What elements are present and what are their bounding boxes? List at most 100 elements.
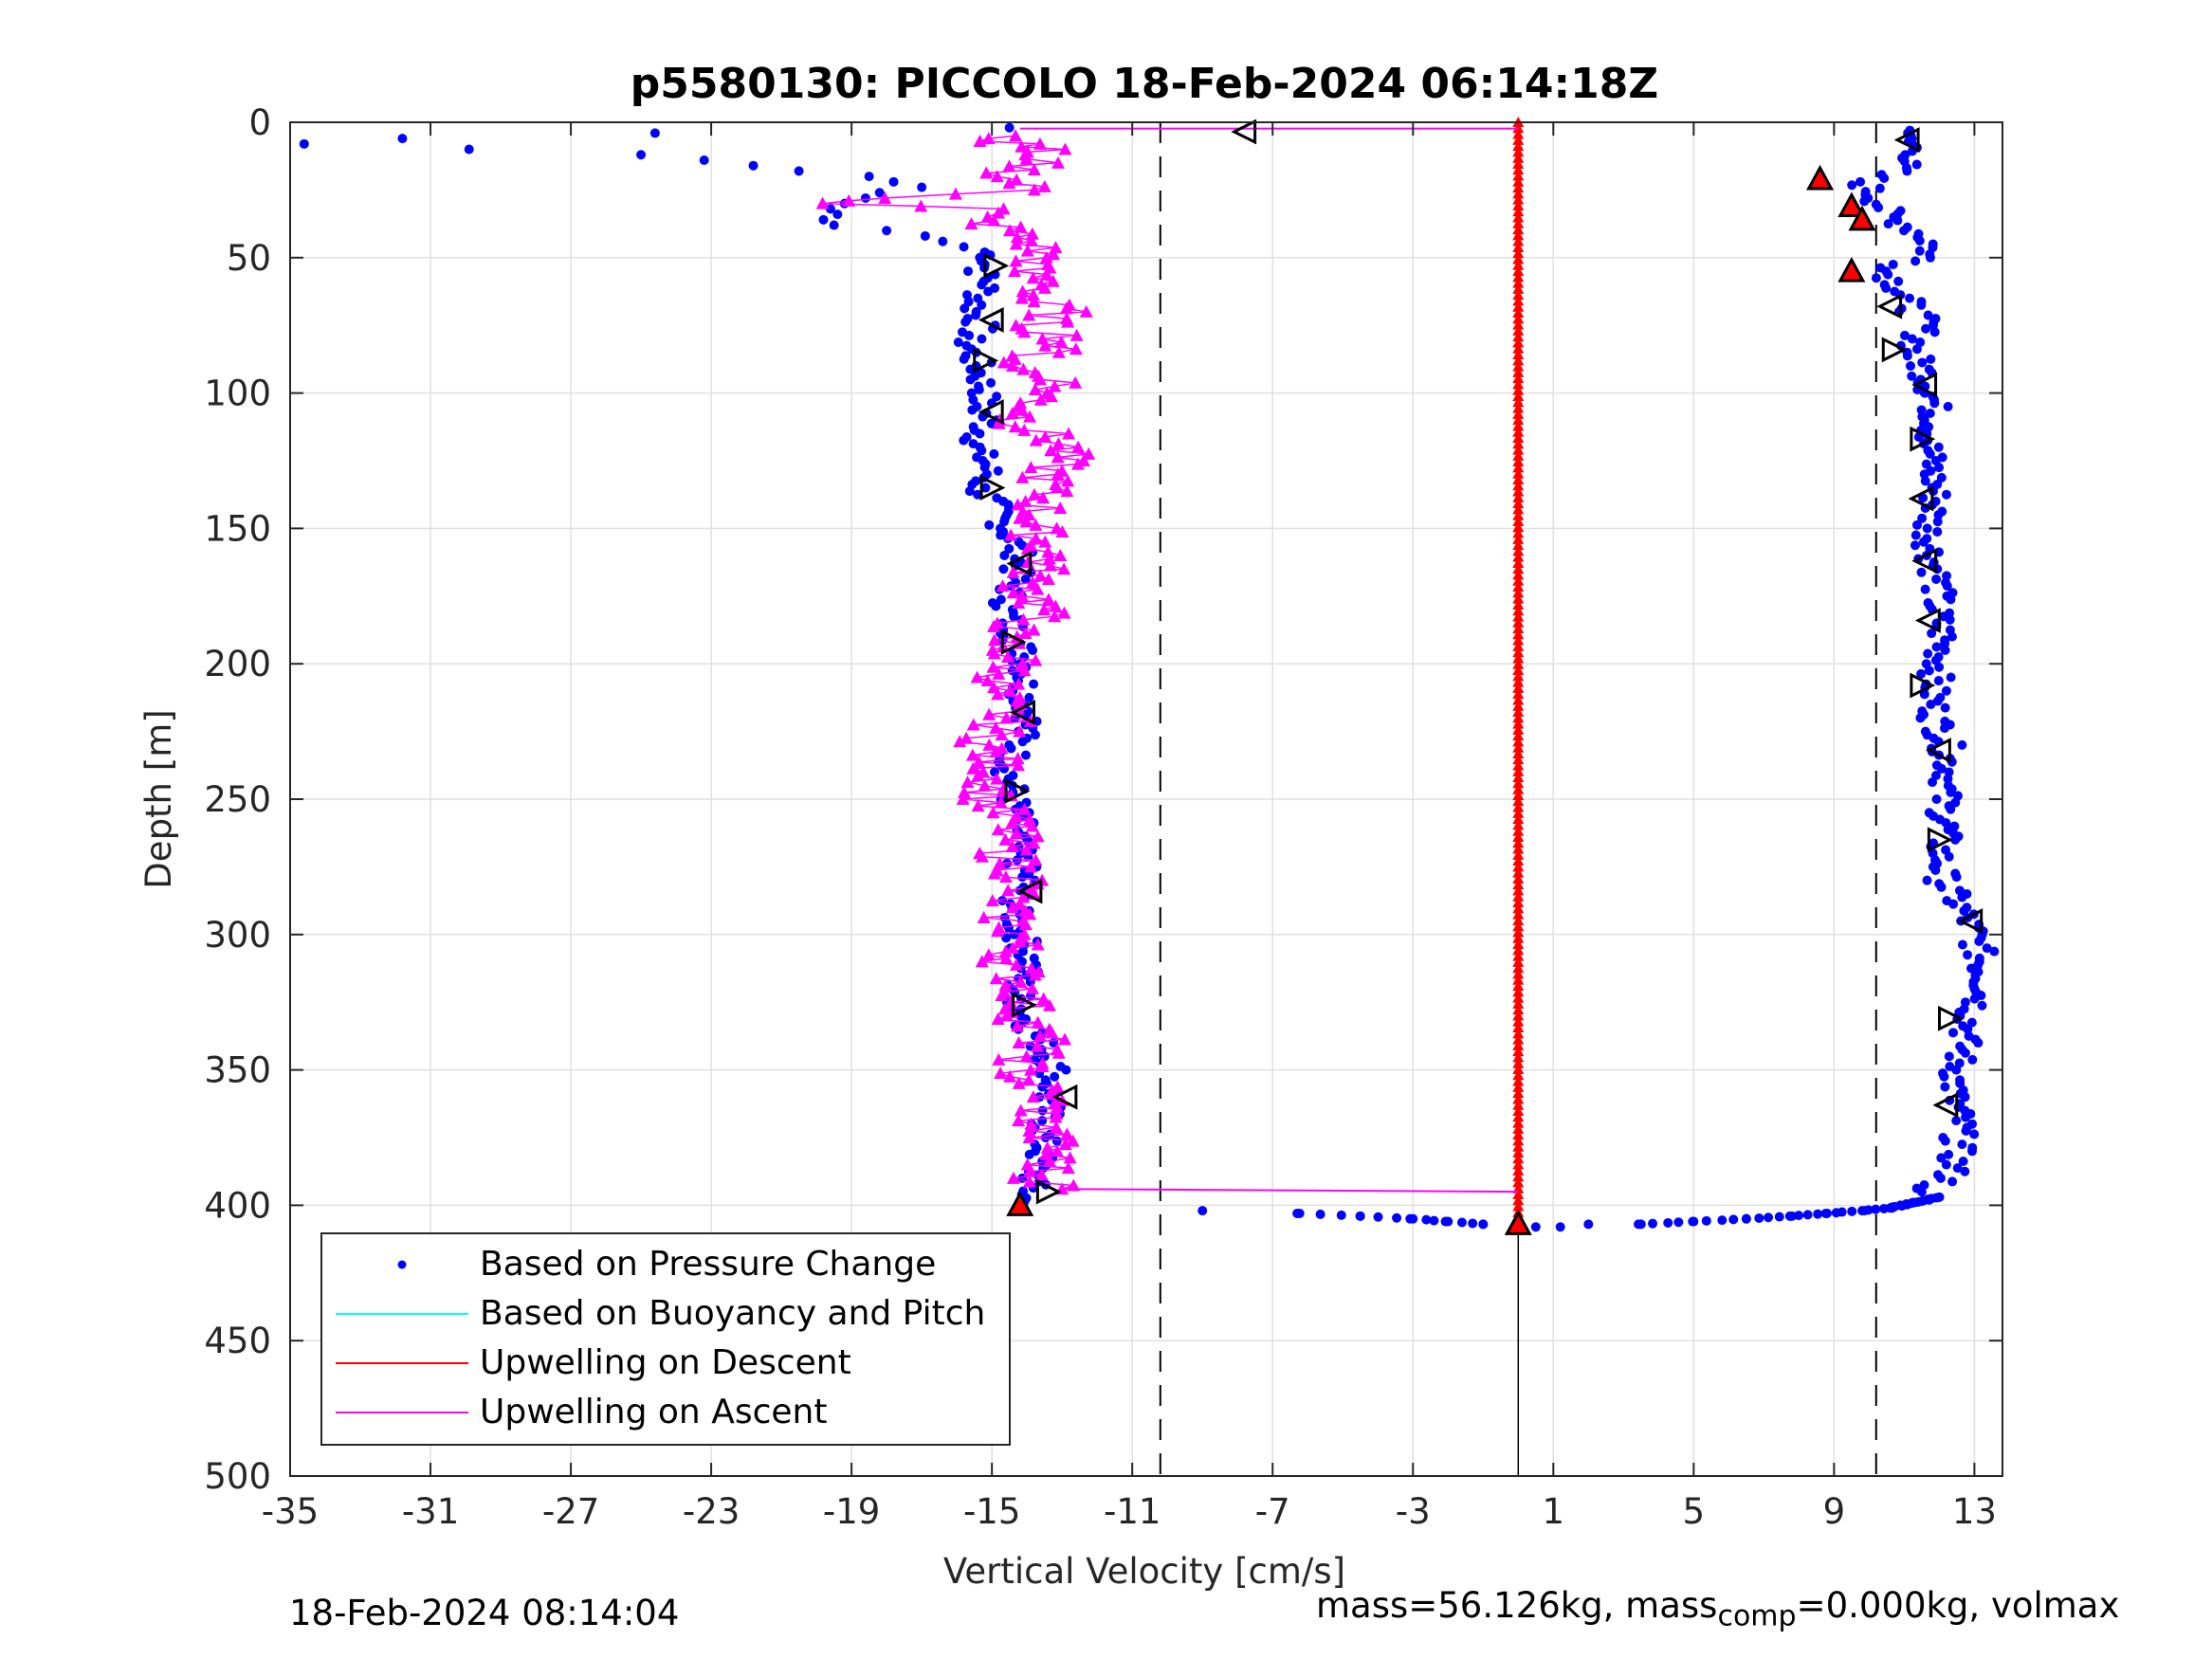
hollow-triangle-marker <box>1051 1084 1078 1110</box>
x-axis-label: Vertical Velocity [cm/s] <box>943 1551 1345 1592</box>
pressure-point <box>1856 176 1866 187</box>
pressure-point <box>1294 1208 1305 1218</box>
ascent-marker <box>991 1012 1005 1026</box>
pressure-point <box>993 465 1003 476</box>
ascent-marker <box>1049 1110 1063 1123</box>
filled-triangle-marker <box>1006 1191 1034 1216</box>
pressure-point <box>1040 1133 1051 1142</box>
pressure-point <box>1373 1212 1383 1222</box>
pressure-point <box>1934 662 1945 672</box>
ascent-marker <box>1022 1073 1036 1086</box>
descent-marker <box>1512 843 1525 854</box>
ascent-marker <box>1013 511 1027 524</box>
ascent-marker <box>1063 1151 1077 1164</box>
ascent-marker <box>979 166 994 179</box>
ascent-marker <box>1058 1032 1072 1046</box>
ascent-marker <box>982 707 996 720</box>
descent-marker <box>1512 313 1525 324</box>
ascent-marker <box>1014 220 1028 233</box>
pressure-point <box>1931 794 1942 804</box>
ascent-marker <box>1061 474 1075 487</box>
ascent-marker <box>1020 541 1034 555</box>
descent-marker <box>1512 414 1525 426</box>
pressure-point <box>1944 851 1954 862</box>
ascent-marker <box>1008 420 1022 433</box>
pressure-point <box>1863 1205 1874 1215</box>
pressure-point <box>1977 1000 1987 1011</box>
pressure-point <box>983 286 994 297</box>
pressure-point <box>998 564 1009 574</box>
pressure-point <box>971 310 981 320</box>
pressure-point <box>1910 540 1920 551</box>
pressure-point <box>1754 1212 1764 1223</box>
ascent-marker <box>1025 819 1039 832</box>
descent-marker <box>1512 170 1525 181</box>
ascent-marker <box>1018 494 1033 507</box>
ascent-marker <box>1011 498 1025 511</box>
ascent-marker <box>1053 501 1068 514</box>
descent-marker <box>1512 134 1525 145</box>
ascent-marker <box>1038 430 1052 444</box>
ascent-marker <box>1006 1171 1020 1184</box>
ascent-marker <box>1003 684 1017 697</box>
pressure-point <box>748 160 759 171</box>
ascent-marker <box>1043 1154 1057 1167</box>
pressure-point <box>1961 1112 1971 1122</box>
pressure-point <box>1355 1211 1365 1221</box>
ascent-marker <box>1044 390 1058 403</box>
pressure-point <box>974 385 984 395</box>
pressure-point <box>938 236 948 246</box>
pressure-point <box>996 594 1006 605</box>
pressure-point <box>1900 330 1910 340</box>
ascent-marker <box>1033 569 1048 582</box>
ascent-marker <box>956 793 970 805</box>
pressure-point <box>1934 1192 1945 1202</box>
pressure-point <box>1918 537 1929 547</box>
descent-marker <box>1512 140 1525 152</box>
ascent-marker <box>1027 487 1041 501</box>
ascent-marker <box>1023 410 1037 423</box>
ascent-marker <box>964 217 978 230</box>
pressure-point <box>973 489 983 500</box>
descent-marker <box>1512 164 1525 175</box>
ascent-marker <box>1028 968 1042 981</box>
ascent-marker <box>1048 379 1062 392</box>
hollow-triangle-marker <box>1000 629 1027 655</box>
legend-item-pressure: Based on Pressure Change <box>336 1246 999 1284</box>
ascent-marker <box>1016 612 1031 626</box>
descent-marker <box>1512 1093 1525 1104</box>
ascent-marker <box>1043 558 1057 572</box>
pressure-point <box>1933 676 1944 686</box>
ascent-marker <box>1024 461 1038 474</box>
pressure-point <box>991 601 1001 611</box>
pressure-point <box>1029 679 1039 689</box>
ascent-marker <box>971 769 985 782</box>
pressure-point <box>1928 777 1938 788</box>
y-tick-label: 250 <box>204 779 271 820</box>
pressure-point <box>1893 276 1904 286</box>
mass-text-b: =0.000kg, volmax <box>1796 1585 2120 1626</box>
ascent-marker <box>994 795 1008 809</box>
pressure-point <box>1921 459 1931 469</box>
descent-marker <box>1512 1129 1525 1140</box>
ascent-marker <box>1012 595 1026 609</box>
descent-marker <box>1512 688 1525 700</box>
ascent-marker <box>1042 592 1056 606</box>
pressure-point <box>1028 645 1038 655</box>
ascent-marker <box>1042 998 1056 1012</box>
hollow-triangle-marker <box>1910 426 1936 452</box>
pressure-point <box>1061 1065 1071 1075</box>
ascent-marker <box>1025 233 1039 246</box>
descent-marker <box>1512 319 1525 330</box>
descent-marker <box>1512 515 1525 526</box>
descent-marker <box>1512 473 1525 484</box>
descent-marker <box>1512 682 1525 693</box>
ascent-marker <box>1029 433 1043 447</box>
grid-lines <box>289 121 2002 1477</box>
pressure-point <box>882 226 892 236</box>
pressure-point <box>1966 1146 1977 1157</box>
descent-marker <box>1512 980 1525 992</box>
descent-marker <box>1512 241 1525 252</box>
pressure-point <box>960 303 970 314</box>
y-tick-label: 450 <box>204 1321 271 1361</box>
